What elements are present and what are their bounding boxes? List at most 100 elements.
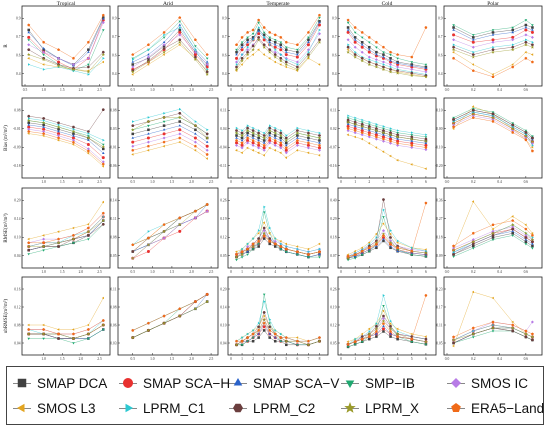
data-point (240, 35, 244, 39)
legend-label: SMOS IC (471, 375, 529, 391)
data-point (87, 50, 90, 53)
data-point (368, 123, 371, 126)
series-line (347, 39, 426, 73)
data-point (360, 121, 364, 124)
data-point (424, 248, 427, 251)
data-point (382, 294, 385, 297)
data-point (353, 122, 357, 126)
data-point (193, 216, 197, 220)
y-tick-label: 0.14 (14, 217, 20, 221)
data-point (246, 242, 250, 246)
data-point (42, 63, 45, 66)
data-point (251, 143, 255, 147)
x-tick-label: 2.5 (97, 357, 102, 361)
data-point (346, 26, 350, 29)
panel-title: Tropical (57, 1, 76, 7)
x-tick-label: 1 (354, 270, 356, 274)
data-point (71, 67, 76, 71)
data-point (295, 43, 299, 46)
y-tick-label: 0.9 (112, 17, 117, 21)
series-line (132, 133, 208, 151)
series-line (28, 224, 104, 251)
data-point (368, 45, 371, 49)
series-line (132, 129, 208, 147)
y-tick-label: -0.09 (13, 146, 21, 150)
x-tick-label: 5 (285, 270, 287, 274)
data-point (389, 139, 392, 143)
data-point (531, 233, 534, 237)
data-point (354, 50, 357, 54)
legend-marker-icon (119, 398, 137, 418)
data-point (194, 132, 197, 135)
x-tick-label: 0.0 (445, 270, 450, 274)
data-point (491, 231, 495, 235)
data-point (284, 156, 287, 159)
data-point (27, 332, 31, 336)
panel-tropical-ubrmse: ubRMSE(m³/m³) 1.0 1.5 2.0 2.5 0.04 0.08 0.12 0.1… (3, 276, 111, 361)
data-point (268, 57, 271, 60)
data-point (57, 130, 60, 133)
data-point (27, 241, 31, 244)
series-line (28, 129, 104, 163)
x-tick-label: 0.4 (497, 357, 502, 361)
data-point (367, 142, 371, 145)
panel-polar-bias: 0.0 0.2 0.4 0.6 -0.20 -0.10 0.00 0.10 (435, 97, 543, 184)
data-point (147, 48, 150, 51)
data-point (101, 60, 104, 64)
y-tick-label: 0.03 (110, 341, 116, 345)
data-point (42, 130, 46, 133)
data-point (374, 65, 379, 69)
data-point (424, 339, 428, 344)
x-tick-label: 1.0 (41, 270, 46, 274)
data-point (530, 232, 534, 235)
data-point (396, 69, 400, 72)
panel-frame (443, 276, 543, 356)
x-tick-label: 5 (411, 357, 413, 361)
data-point (382, 133, 385, 136)
data-point (193, 307, 198, 311)
data-point (375, 40, 378, 44)
data-point (367, 35, 371, 39)
panel-ylabel: Bias (m³/m³) (3, 125, 9, 151)
legend-marker-icon (341, 373, 359, 393)
x-tick-label: 2 (252, 270, 254, 274)
data-point (57, 132, 61, 136)
y-tick-label: 0.12 (220, 236, 226, 240)
data-point (360, 133, 364, 137)
data-point (101, 160, 105, 164)
data-point (102, 29, 105, 32)
y-tick-label: 0.29 (330, 217, 336, 221)
data-point (262, 53, 265, 56)
data-point (245, 52, 250, 57)
legend-label: SMOS L3 (37, 400, 96, 416)
data-point (318, 247, 321, 251)
data-point (235, 129, 238, 132)
data-point (471, 40, 475, 44)
data-point (71, 237, 76, 241)
data-point (284, 151, 288, 155)
series-line (453, 39, 533, 53)
data-point (87, 132, 90, 135)
data-point (491, 50, 495, 54)
data-point (273, 33, 277, 37)
data-point (491, 296, 494, 300)
data-point (256, 38, 261, 42)
data-point (353, 45, 357, 49)
data-point (318, 32, 321, 36)
data-point (262, 26, 266, 29)
x-tick-label: 1.5 (170, 270, 175, 274)
data-point (524, 240, 528, 244)
series-line (347, 294, 426, 345)
data-point (240, 131, 244, 135)
data-point (451, 121, 456, 125)
data-point (396, 141, 399, 145)
series-line (453, 228, 533, 255)
x-tick-label: 2.5 (209, 357, 214, 361)
data-point (318, 21, 321, 24)
data-point (42, 117, 46, 120)
data-point (367, 246, 371, 249)
data-point (57, 337, 60, 340)
data-point (296, 253, 299, 256)
data-point (382, 129, 385, 132)
panel-title: Arid (163, 1, 173, 7)
